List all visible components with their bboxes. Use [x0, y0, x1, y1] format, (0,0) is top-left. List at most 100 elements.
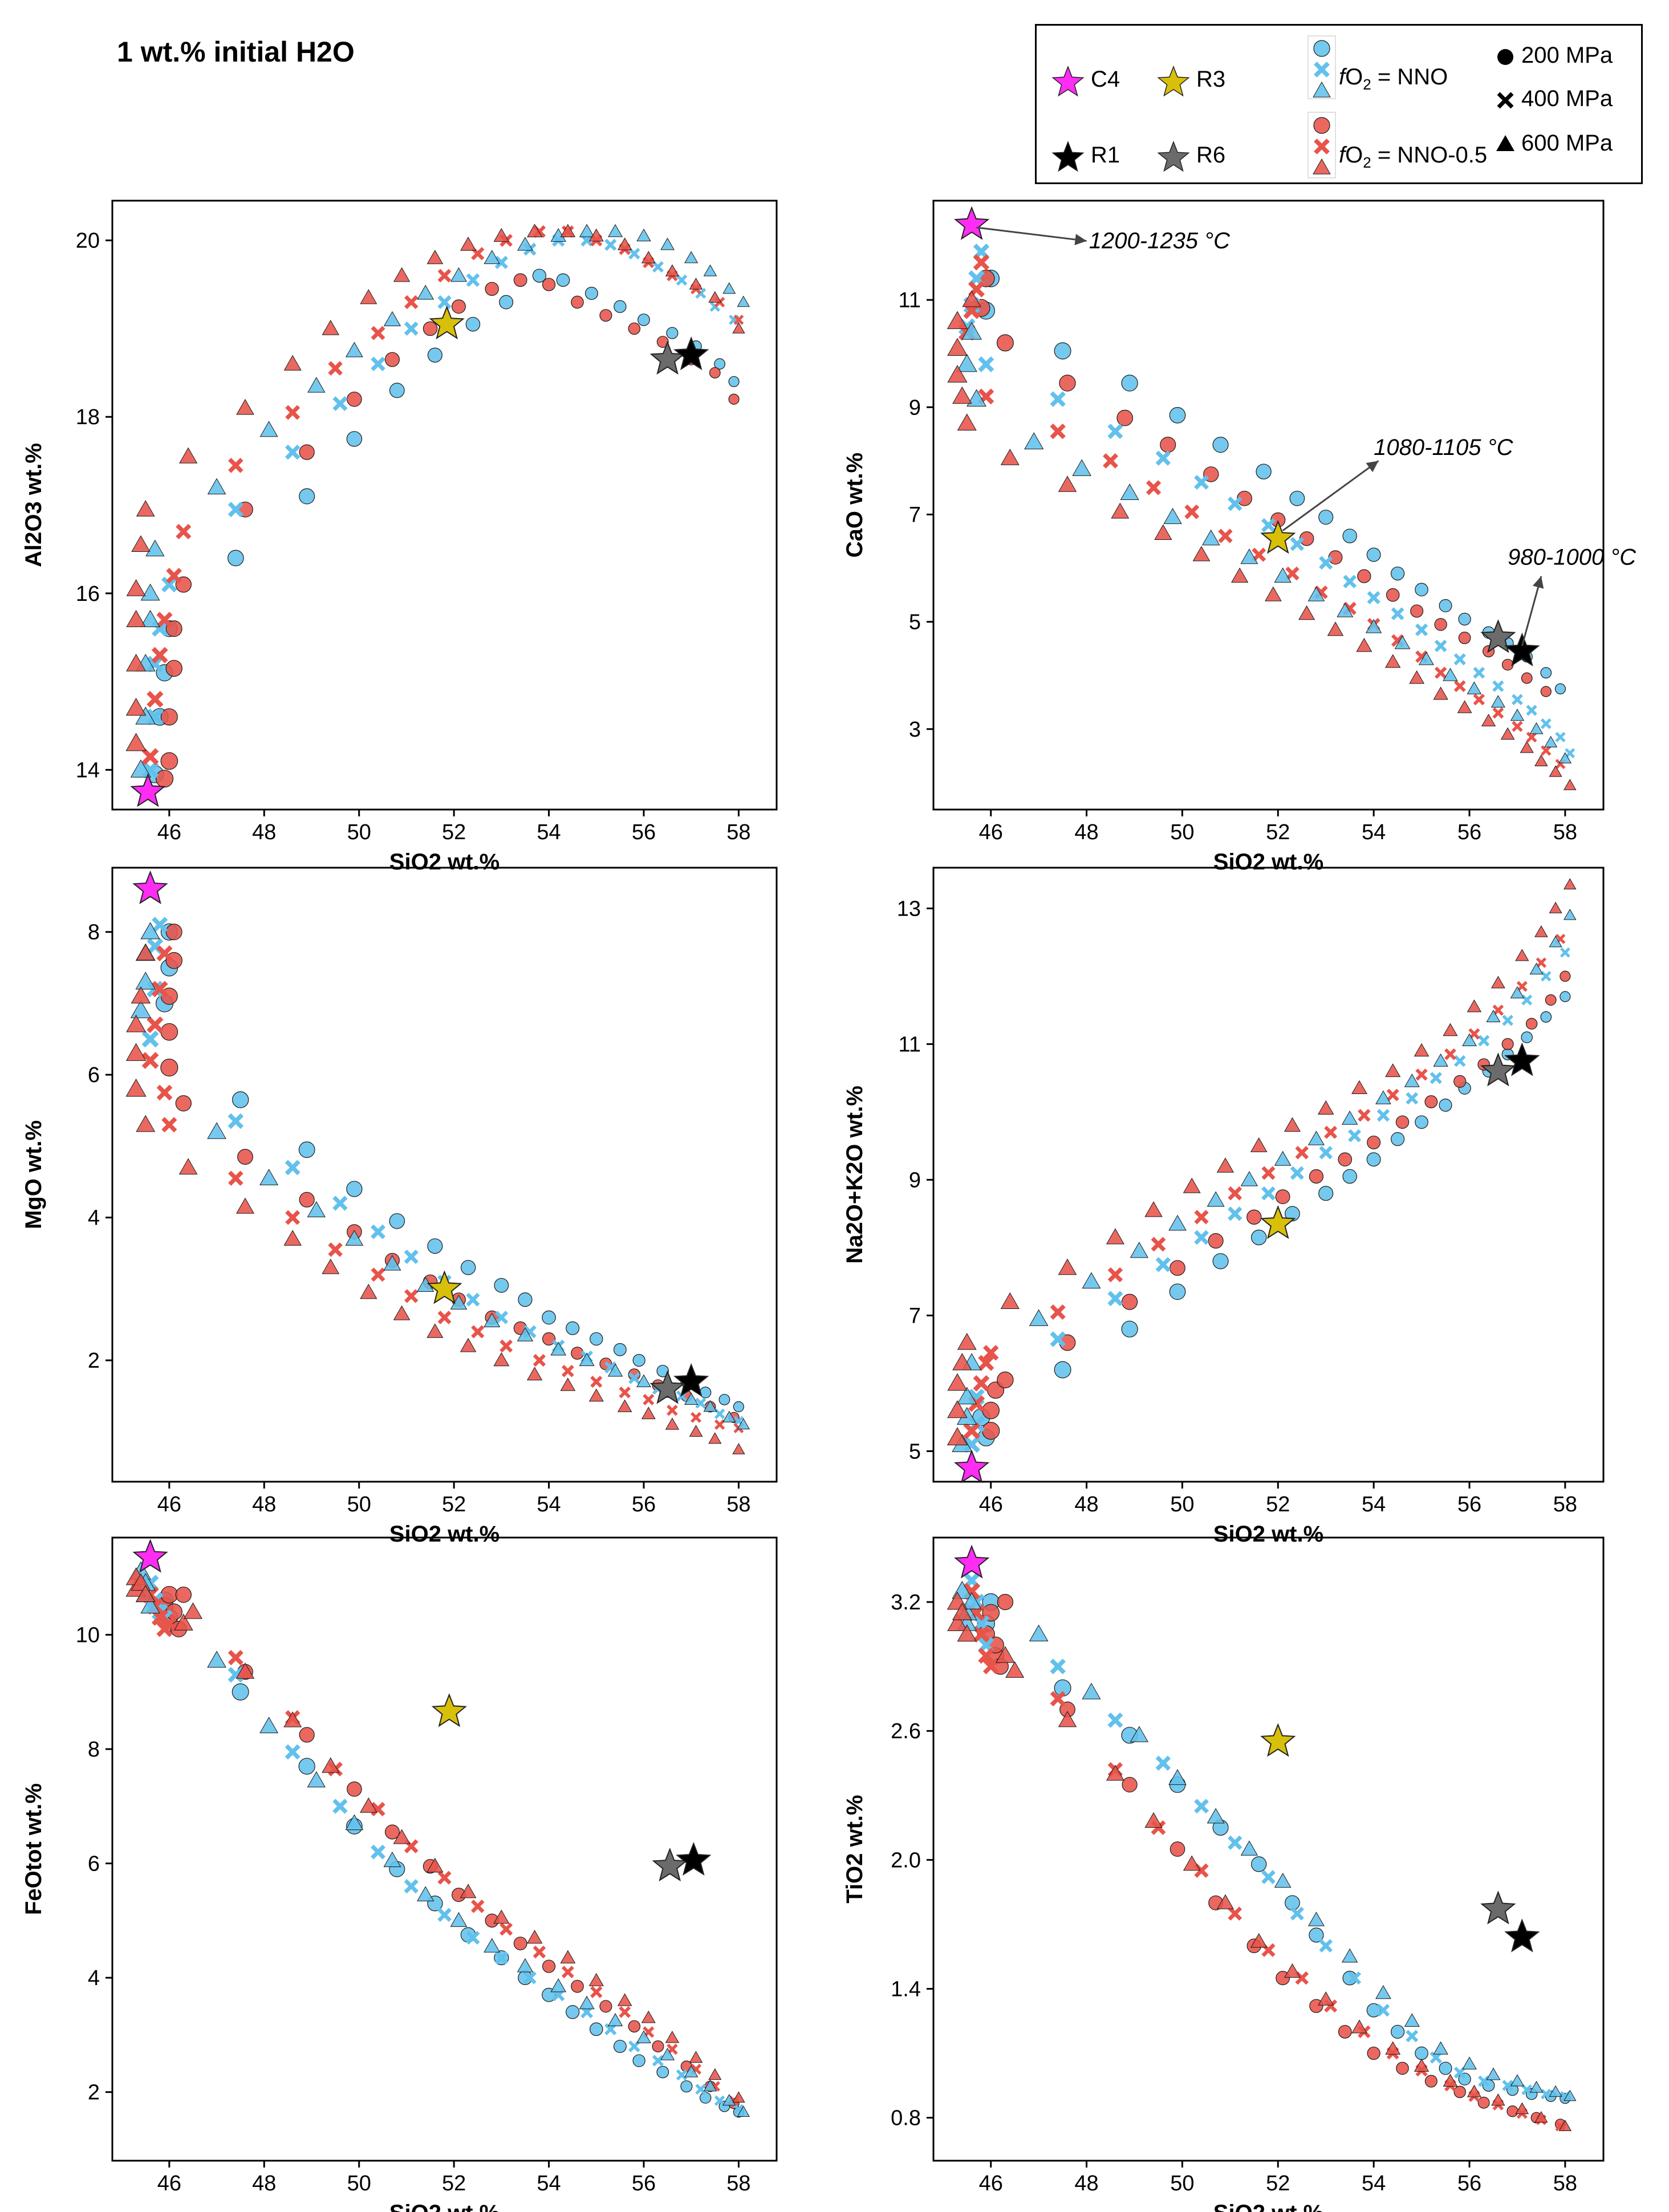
panel-alkali: 46 48 50 52 54 56 58 5 7 9 11 13 SiO2 wt.% Na2O+K2O w… — [833, 855, 1669, 1547]
fo2-sub: 2 — [1363, 154, 1371, 171]
legend-label-600mpa: 600 MPa — [1521, 131, 1613, 156]
point-nno05-triangle — [125, 698, 147, 716]
point-nno-cross — [1376, 2003, 1390, 2017]
point-nno-circle — [680, 2080, 693, 2093]
point-nno05-cross — [1228, 1186, 1242, 1201]
point-nno-circle — [494, 1278, 509, 1293]
point-nno-circle — [1169, 407, 1186, 424]
point-nno05-cross — [1516, 981, 1528, 992]
point-nno-triangle — [1240, 548, 1258, 564]
x-tick-label: 52 — [442, 820, 466, 844]
y-axis-label: Al2O3 wt.% — [21, 443, 46, 567]
point-nno05-cross — [285, 1210, 300, 1225]
point-nno-cross — [371, 1224, 385, 1239]
point-nno05-triangle — [588, 1388, 604, 1402]
fo2-value: = NNO-0.5 — [1371, 143, 1488, 168]
point-nno05-cross — [471, 1325, 485, 1339]
y-tick-label: 20 — [76, 229, 100, 253]
point-nno05-circle — [1386, 588, 1400, 602]
point-nno05-cross — [1386, 1088, 1399, 1101]
legend-label-200mpa: 200 MPa — [1521, 43, 1613, 68]
y-tick-label: 18 — [76, 405, 100, 429]
y-tick-label: 14 — [76, 758, 100, 782]
point-nno-triangle — [130, 759, 152, 778]
x-tick-label: 50 — [1170, 1493, 1194, 1516]
fo2-f: f — [1339, 64, 1346, 90]
point-nno-cross — [228, 1113, 244, 1129]
y-tick-label: 10 — [76, 1623, 100, 1647]
point-nno05-cross — [963, 1422, 981, 1440]
point-nno05-triangle — [460, 237, 477, 251]
point-nno05-triangle — [1154, 524, 1172, 540]
point-nno05-triangle — [493, 1352, 510, 1367]
x-tick-label: 52 — [1266, 820, 1290, 844]
point-nno05-triangle — [708, 291, 722, 303]
point-nno05-triangle — [1192, 546, 1211, 562]
point-nno-triangle — [636, 1374, 651, 1388]
point-nno05-circle — [1545, 994, 1557, 1006]
point-nno-circle — [518, 1292, 533, 1307]
point-nno05-triangle — [641, 1406, 656, 1420]
point-nno-triangle — [1029, 1309, 1049, 1326]
point-nno05-cross — [978, 1355, 994, 1371]
point-nno05-triangle — [126, 579, 146, 596]
point-nno-triangle — [1549, 936, 1562, 948]
point-nno-circle — [699, 2092, 712, 2104]
point-nno-triangle — [383, 311, 401, 327]
sample-star-r1 — [1504, 632, 1540, 666]
point-nno-circle — [637, 314, 650, 326]
sample-star-c4 — [953, 1449, 990, 1483]
x-tick-label: 50 — [347, 2172, 371, 2195]
point-nno-triangle — [1510, 986, 1525, 999]
point-nno-triangle — [1558, 752, 1572, 763]
legend-symbols — [1051, 35, 1514, 178]
point-nno-circle — [532, 269, 547, 283]
point-nno05-triangle — [1564, 779, 1577, 790]
legend-label-r6: R6 — [1196, 143, 1226, 168]
point-nno05-cross — [733, 315, 744, 325]
sample-star-c4 — [130, 773, 166, 807]
point-nno05-circle — [1122, 1776, 1138, 1793]
point-nno-cross — [628, 247, 640, 260]
point-nno-cross — [1194, 1230, 1209, 1245]
point-nno-triangle — [1375, 1985, 1391, 1999]
point-nno05-triangle — [1298, 605, 1315, 620]
point-nno05-cross — [147, 690, 164, 708]
point-nno-cross — [1415, 623, 1428, 636]
fo2-o: O — [1345, 64, 1363, 90]
point-nno05-triangle — [235, 1662, 255, 1679]
point-nno-triangle — [140, 583, 160, 601]
sample-star-r6 — [652, 1847, 688, 1882]
sample-star-r3 — [1260, 520, 1296, 554]
legend-fo2-cross-nno05 — [1314, 139, 1330, 154]
point-nno05-triangle — [1231, 567, 1249, 583]
point-nno05-triangle — [360, 1797, 377, 1813]
point-nno05-triangle — [947, 1427, 968, 1446]
sample-star-r3 — [431, 1693, 467, 1727]
y-tick-label: 3 — [909, 718, 921, 742]
point-nno-triangle — [1486, 2067, 1501, 2080]
point-nno-circle — [1439, 2061, 1452, 2075]
point-nno05-cross — [619, 2006, 631, 2018]
point-nno-cross — [1555, 731, 1566, 743]
point-nno05-cross — [328, 1242, 343, 1257]
x-tick-label: 56 — [1457, 2172, 1481, 2195]
point-nno05-triangle — [393, 267, 411, 282]
sample-star-r1 — [676, 1841, 712, 1876]
point-nno05-circle — [997, 1593, 1014, 1611]
panel-mgo: 46 48 50 52 54 56 58 2 4 6 8 SiO2 wt.% MgO wt.% — [0, 855, 833, 1547]
sample-star-r3 — [1260, 1205, 1296, 1239]
point-nno-triangle — [636, 229, 651, 242]
point-nno05-triangle — [1106, 1764, 1124, 1781]
point-nno05-circle — [628, 322, 641, 335]
point-nno05-cross — [562, 1365, 574, 1377]
point-nno-cross — [1541, 2088, 1552, 2100]
point-nno05-triangle — [1414, 1043, 1430, 1057]
point-nno-circle — [1212, 1253, 1229, 1270]
point-nno-circle — [1540, 667, 1552, 678]
point-nno-cross — [628, 1372, 640, 1384]
point-nno05-circle — [423, 321, 438, 336]
point-nno-cross — [1521, 994, 1533, 1006]
point-nno05-circle — [1560, 970, 1571, 982]
point-nno-triangle — [140, 1596, 160, 1614]
